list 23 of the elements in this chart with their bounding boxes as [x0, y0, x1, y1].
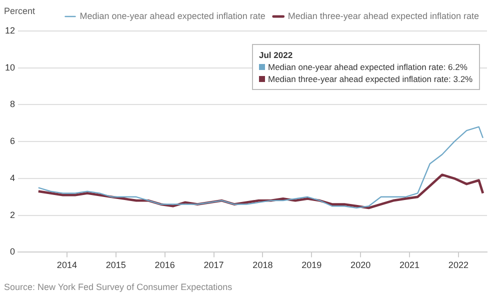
source-note: Source: New York Fed Survey of Consumer Expectations [4, 282, 232, 292]
y-tick-label: 2 [10, 210, 16, 220]
x-tick-label: 2021 [400, 260, 420, 270]
annotation: Jul 2022 [259, 49, 294, 61]
annotation: Median three-year ahead expected inflation rate: 3.2% [267, 73, 473, 85]
y-tick-label: 6 [10, 136, 16, 146]
x-tick-label: 2022 [448, 260, 468, 270]
y-tick-label: 10 [4, 62, 16, 72]
legend-label: Median one-year ahead expected inflation rate [80, 10, 266, 21]
x-tick-label: 2017 [204, 260, 224, 270]
y-tick-label: 0 [10, 246, 16, 257]
y-tick-label: 8 [10, 99, 16, 110]
legend-label: Median three-year ahead expected inflation rate [288, 10, 479, 21]
y-axis-title: Percent [4, 6, 36, 16]
y-tick-label: 12 [4, 25, 16, 36]
annotation: Median one-year ahead expected inflation rate: 6.2% [267, 61, 468, 73]
x-tick-label: 2016 [154, 260, 175, 270]
x-tick-label: 2014 [56, 260, 77, 270]
x-tick-label: 2015 [106, 260, 126, 270]
y-tick-label: 4 [10, 172, 16, 183]
x-tick-label: 2020 [350, 260, 371, 270]
x-tick-label: 2019 [302, 260, 322, 270]
x-tick-label: 2018 [252, 260, 273, 270]
